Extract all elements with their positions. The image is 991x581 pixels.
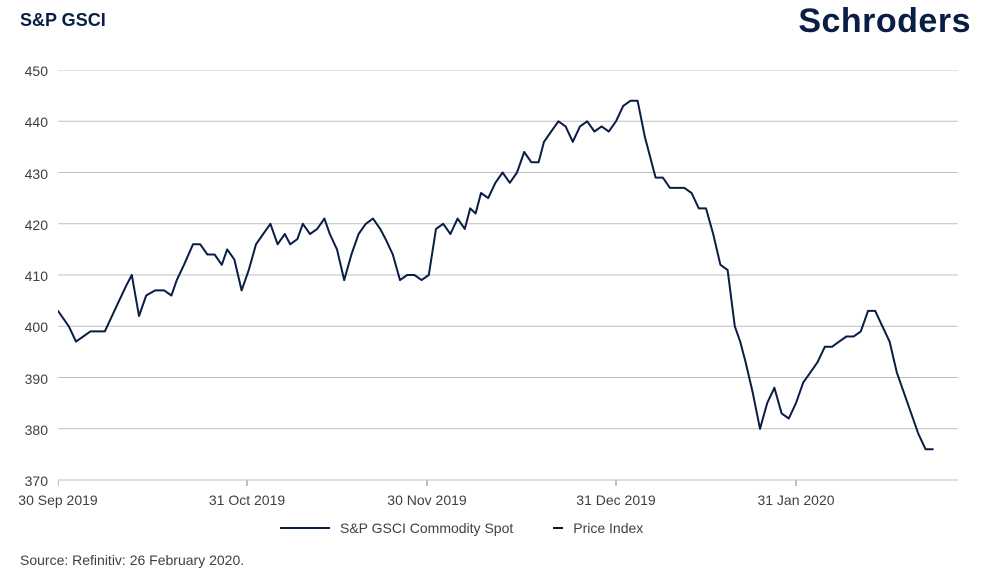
y-tick-label: 400 xyxy=(0,319,48,335)
y-tick-label: 440 xyxy=(0,114,48,130)
x-tick-label: 30 Sep 2019 xyxy=(18,492,97,508)
y-tick-label: 430 xyxy=(0,166,48,182)
x-tick-label: 31 Dec 2019 xyxy=(576,492,655,508)
legend: S&P GSCI Commodity Spot Price Index xyxy=(280,520,643,536)
legend-series2: Price Index xyxy=(573,520,643,536)
x-tick-label: 31 Oct 2019 xyxy=(209,492,285,508)
chart-title: S&P GSCI xyxy=(20,10,106,31)
source-text: Source: Refinitiv: 26 February 2020. xyxy=(20,552,244,568)
legend-line-icon xyxy=(280,527,330,529)
legend-series1: S&P GSCI Commodity Spot xyxy=(340,520,513,536)
x-tick-label: 31 Jan 2020 xyxy=(757,492,834,508)
y-tick-label: 420 xyxy=(0,217,48,233)
y-tick-label: 390 xyxy=(0,371,48,387)
x-tick-label: 30 Nov 2019 xyxy=(387,492,466,508)
y-tick-label: 370 xyxy=(0,473,48,489)
legend-dash-icon xyxy=(553,527,563,529)
brand-logo: Schroders xyxy=(798,2,971,41)
y-tick-label: 380 xyxy=(0,422,48,438)
y-tick-label: 450 xyxy=(0,63,48,79)
y-tick-label: 410 xyxy=(0,268,48,284)
chart-container: S&P GSCI Schroders 370 380 390 400 410 420 430… xyxy=(0,0,991,581)
line-chart xyxy=(58,70,958,490)
